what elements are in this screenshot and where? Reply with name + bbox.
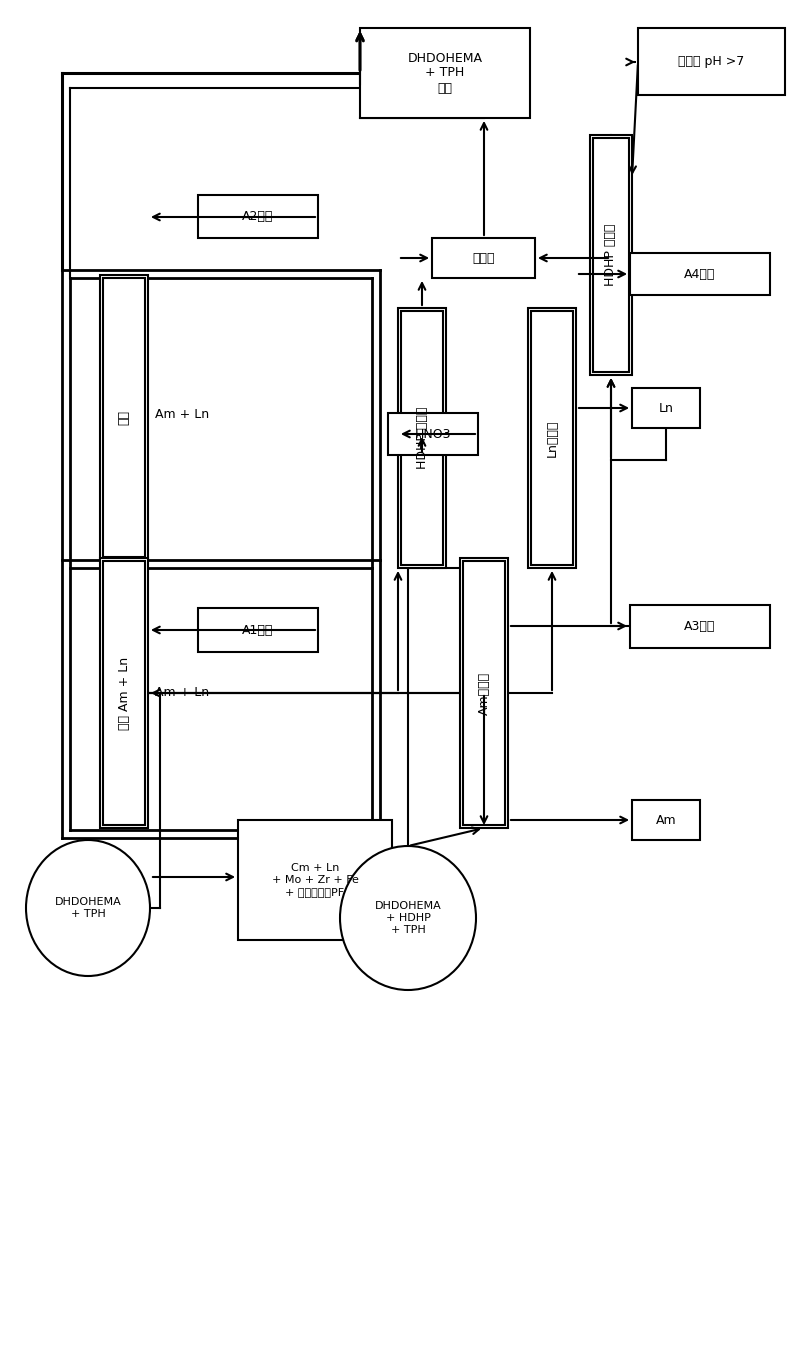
Bar (103, 278, 145, 557)
Bar (100, 558, 148, 828)
Ellipse shape (26, 840, 150, 975)
Bar (398, 308, 446, 567)
Bar (590, 135, 632, 376)
Bar (593, 138, 629, 372)
Text: Am: Am (656, 813, 676, 827)
Bar (528, 308, 576, 567)
Text: Ln反萃取: Ln反萃取 (546, 419, 558, 457)
Bar (388, 413, 478, 455)
Text: Am + Ln: Am + Ln (155, 408, 209, 422)
Text: Cm + Ln
+ Mo + Zr + Fe
+ 不可萃取的PF: Cm + Ln + Mo + Zr + Fe + 不可萃取的PF (271, 863, 358, 897)
Bar (198, 608, 318, 653)
Text: Am + Ln: Am + Ln (155, 686, 209, 700)
Text: DHDOHEMA
+ HDHP
+ TPH: DHDOHEMA + HDHP + TPH (374, 901, 442, 935)
Bar (463, 561, 505, 825)
Text: 流出物: 流出物 (472, 251, 494, 265)
Text: HNO3: HNO3 (414, 427, 451, 440)
Text: Am反萃取: Am反萃取 (478, 671, 490, 715)
Bar (360, 28, 530, 118)
Text: 洗涤: 洗涤 (118, 409, 130, 426)
Text: A4水相: A4水相 (684, 267, 716, 281)
Text: DHDOHEMA
+ TPH
纯化: DHDOHEMA + TPH 纯化 (407, 51, 482, 95)
Text: 水溶液 pH >7: 水溶液 pH >7 (678, 55, 745, 68)
Text: DHDOHEMA
+ TPH: DHDOHEMA + TPH (54, 897, 122, 919)
Bar (198, 195, 318, 238)
Bar (638, 28, 785, 95)
Ellipse shape (340, 846, 476, 990)
Text: HDHP 反萃取: HDHP 反萃取 (605, 224, 618, 286)
Text: Ln: Ln (658, 401, 674, 415)
Bar (238, 820, 392, 940)
Bar (531, 311, 573, 565)
Bar (401, 311, 443, 565)
Bar (103, 561, 145, 825)
Text: A1水相: A1水相 (242, 624, 274, 636)
Bar (460, 558, 508, 828)
Bar (632, 800, 700, 840)
Text: A2水相: A2水相 (242, 209, 274, 223)
Bar (432, 238, 535, 278)
Bar (632, 388, 700, 428)
Bar (630, 253, 770, 295)
Bar (100, 276, 148, 561)
Text: 萃取 Am + Ln: 萃取 Am + Ln (118, 657, 130, 730)
Text: HDHP 再萃取: HDHP 再萃取 (415, 407, 429, 469)
Bar (630, 605, 770, 648)
Text: A3水相: A3水相 (684, 620, 716, 634)
